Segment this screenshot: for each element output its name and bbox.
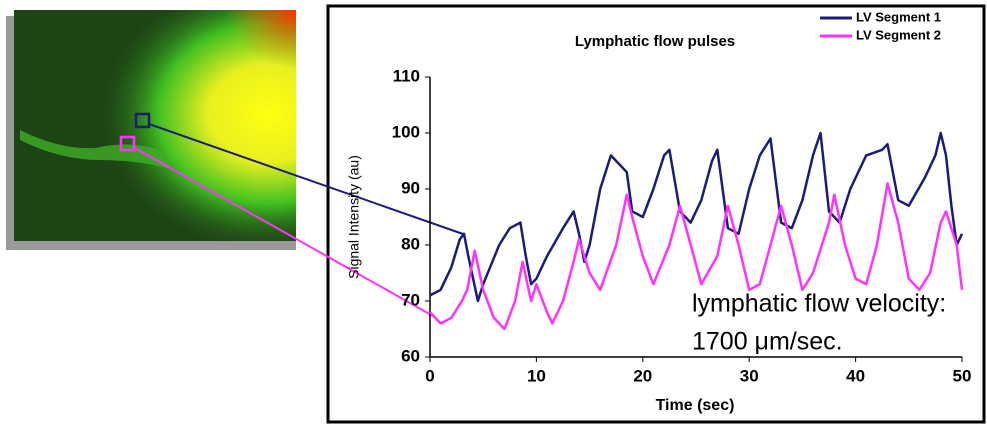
annotation: 1700 μm/sec. xyxy=(692,328,843,356)
y-tick-label: 110 xyxy=(393,66,420,85)
y-tick-label: 100 xyxy=(392,122,420,141)
y-tick-label: 60 xyxy=(401,346,420,365)
chart-title: Lymphatic flow pulses xyxy=(575,33,735,50)
y-tick-label: 90 xyxy=(401,178,420,197)
figure: Lymphatic flow pulses Signal Intensity (… xyxy=(0,0,987,425)
x-tick-label: 50 xyxy=(953,366,972,385)
chart-frame xyxy=(328,6,984,422)
legend-label: LV Segment 2 xyxy=(856,27,941,42)
y-tick-label: 70 xyxy=(401,290,420,309)
x-tick-label: 10 xyxy=(527,366,546,385)
y-axis-label: Signal Intensity (au) xyxy=(346,155,362,279)
page: Lymphatic flow pulses Signal Intensity (… xyxy=(0,0,987,425)
y-tick-label: 80 xyxy=(401,234,420,253)
legend-label: LV Segment 1 xyxy=(856,9,941,24)
x-tick-label: 30 xyxy=(740,366,759,385)
x-axis-label: Time (sec) xyxy=(656,397,735,414)
x-tick-label: 40 xyxy=(846,366,865,385)
x-tick-label: 20 xyxy=(633,366,652,385)
annotation: lymphatic flow velocity: xyxy=(692,290,946,318)
x-tick-label: 0 xyxy=(425,366,434,385)
